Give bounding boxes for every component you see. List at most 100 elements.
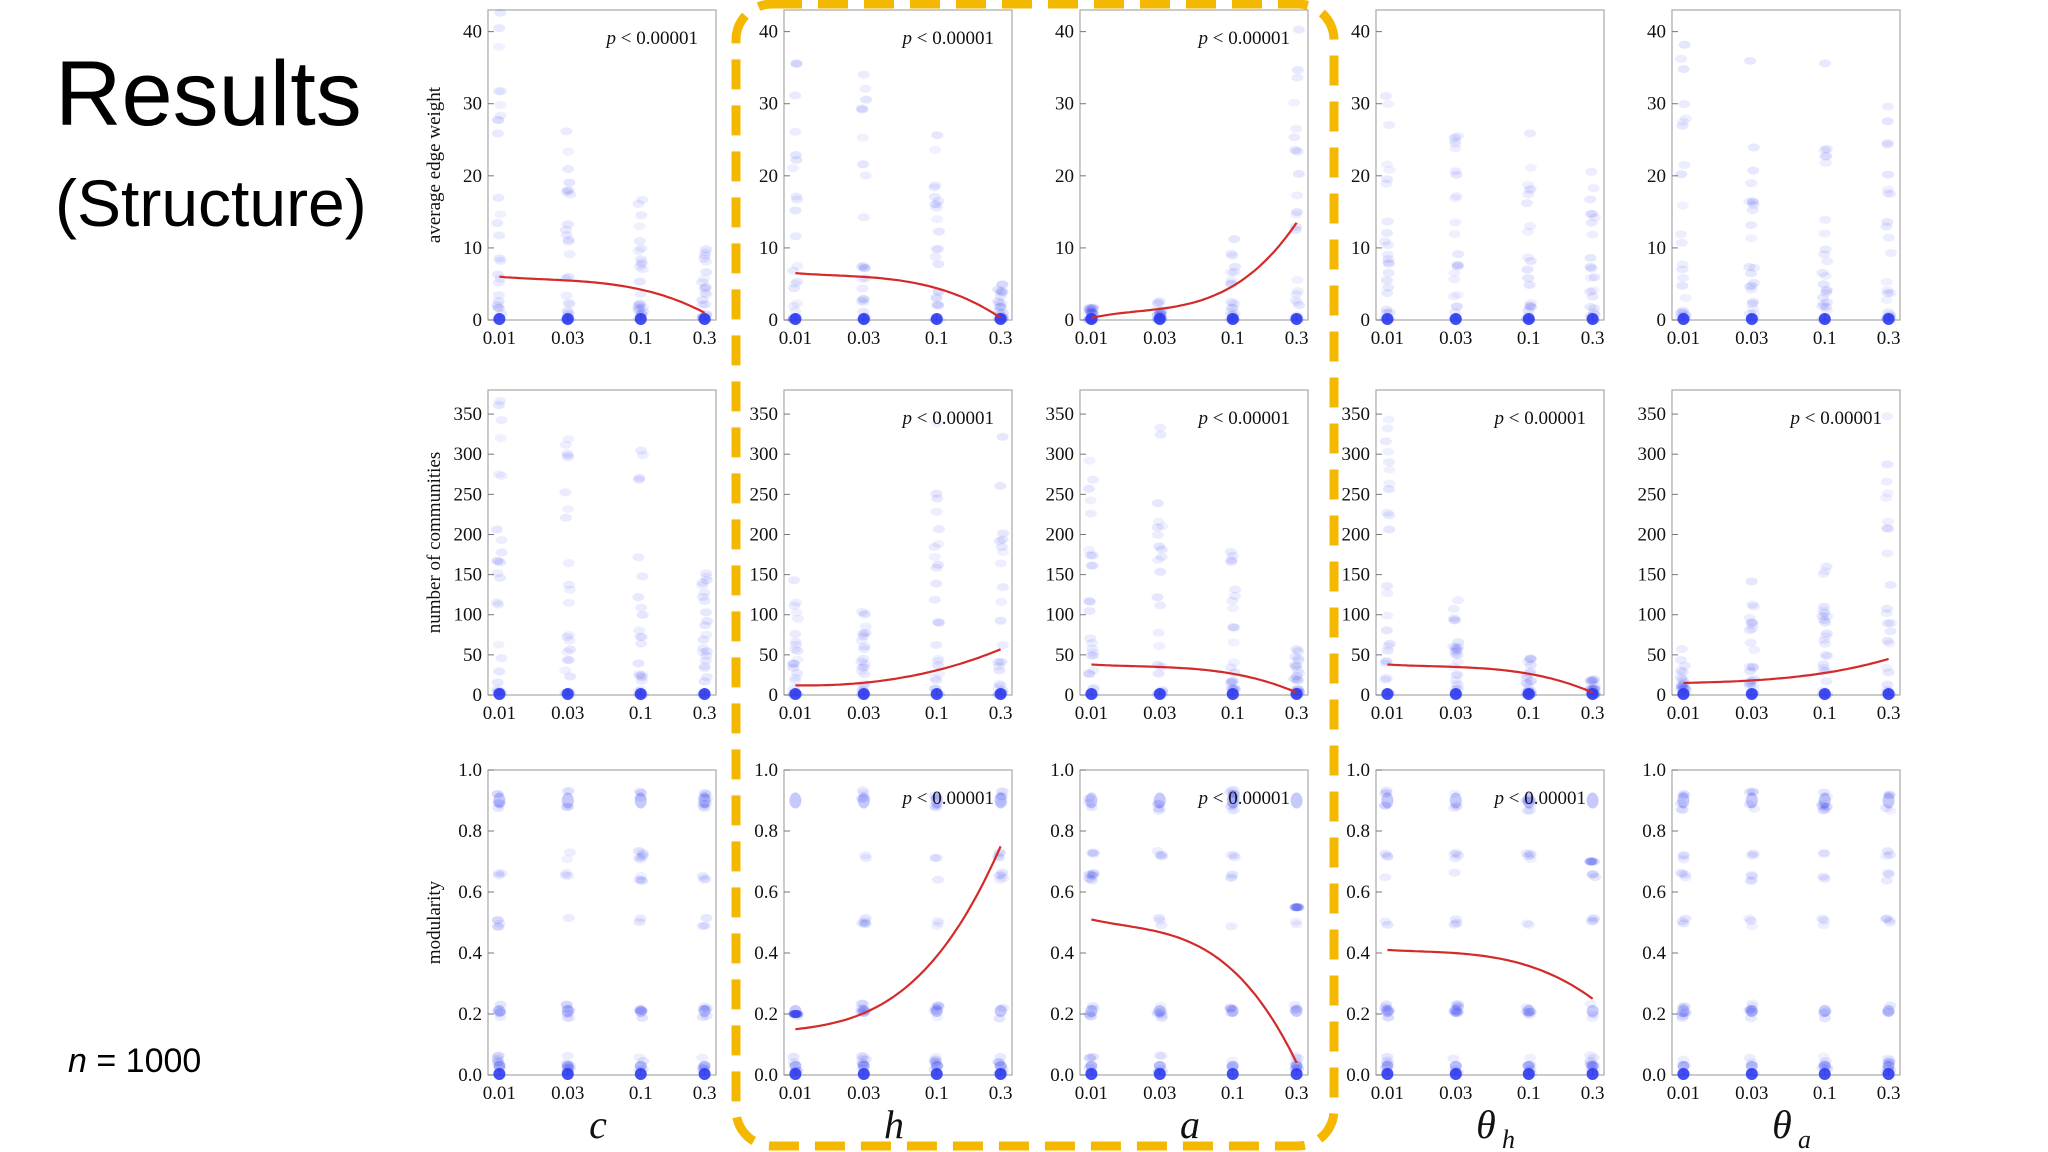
data-point xyxy=(995,288,1008,297)
fit-curve xyxy=(1091,663,1298,694)
data-point xyxy=(1450,170,1463,179)
data-point xyxy=(1085,561,1098,570)
panel-frame xyxy=(487,9,717,321)
data-point xyxy=(1227,604,1240,613)
data-point xyxy=(493,688,506,700)
data-point xyxy=(1676,265,1689,274)
data-point xyxy=(1087,868,1100,877)
y-tick-label: 150 xyxy=(1046,565,1075,586)
data-point xyxy=(494,1013,507,1022)
data-point xyxy=(789,1010,802,1018)
data-point xyxy=(1381,920,1394,929)
data-point xyxy=(857,1000,870,1009)
data-point xyxy=(1522,688,1535,700)
data-point xyxy=(1817,1009,1830,1018)
data-point xyxy=(1452,250,1465,259)
data-point xyxy=(1745,1058,1758,1067)
data-point xyxy=(1522,1004,1535,1017)
y-tick-label: 0.2 xyxy=(754,1004,778,1025)
data-point xyxy=(700,913,713,922)
data-point xyxy=(1152,806,1165,815)
panel-frame xyxy=(1375,769,1605,1076)
data-point xyxy=(561,1060,574,1071)
data-point xyxy=(1450,645,1463,654)
data-point xyxy=(491,303,504,312)
data-point xyxy=(856,919,869,928)
data-point xyxy=(1290,1004,1303,1017)
data-point xyxy=(1226,251,1239,260)
sample-size-value: = 1000 xyxy=(96,1042,202,1080)
data-point xyxy=(1587,916,1600,925)
data-point xyxy=(1818,313,1831,325)
data-point xyxy=(1382,485,1395,494)
data-point xyxy=(491,129,504,138)
data-point xyxy=(1674,666,1687,675)
y-tick-label: 350 xyxy=(1638,404,1667,425)
data-point xyxy=(1585,676,1598,685)
data-point xyxy=(855,657,868,666)
y-tick-label: 1.0 xyxy=(754,760,778,781)
data-point xyxy=(562,630,575,639)
data-point xyxy=(1291,903,1304,912)
data-point xyxy=(635,244,648,253)
data-point xyxy=(1383,259,1396,268)
data-point xyxy=(559,225,572,234)
data-point xyxy=(1227,790,1240,799)
data-point xyxy=(1882,313,1895,325)
data-point xyxy=(1523,796,1536,805)
data-point xyxy=(1449,915,1462,924)
data-point xyxy=(1520,679,1533,688)
data-point xyxy=(495,416,508,425)
data-point xyxy=(1881,517,1894,526)
data-point xyxy=(1225,785,1238,794)
fit-curve xyxy=(1683,657,1889,685)
data-point xyxy=(1229,585,1242,594)
y-tick-label: 30 xyxy=(1351,94,1370,115)
data-point xyxy=(1881,140,1894,149)
data-point xyxy=(1451,261,1464,270)
y-tick-label: 0.2 xyxy=(1346,1004,1370,1025)
data-point xyxy=(930,563,943,572)
data-point xyxy=(1817,806,1830,815)
x-tick-label: 0.3 xyxy=(1877,1083,1901,1104)
data-point xyxy=(1380,788,1393,797)
data-point xyxy=(1880,914,1893,923)
data-point xyxy=(1747,201,1760,210)
data-point xyxy=(1745,851,1758,860)
data-point xyxy=(856,663,869,672)
data-point xyxy=(560,803,573,812)
data-point xyxy=(1677,688,1690,700)
y-tick-label: 0 xyxy=(1065,310,1075,331)
data-point xyxy=(788,601,801,610)
data-point xyxy=(633,875,646,884)
data-point xyxy=(493,254,506,263)
data-point xyxy=(1447,292,1460,301)
data-point xyxy=(561,186,574,195)
data-point xyxy=(1524,1053,1537,1062)
y-tick-label: 250 xyxy=(750,484,779,505)
data-point xyxy=(790,59,803,68)
data-point xyxy=(932,260,945,269)
data-point xyxy=(492,640,505,649)
data-point xyxy=(491,916,504,925)
data-point xyxy=(993,1014,1006,1023)
data-point xyxy=(1819,215,1832,224)
data-point xyxy=(932,227,945,236)
data-point xyxy=(562,656,575,665)
data-point xyxy=(494,1008,507,1017)
data-point xyxy=(1225,249,1238,258)
data-point xyxy=(699,283,712,292)
data-point xyxy=(1151,523,1164,532)
data-point xyxy=(1883,870,1896,879)
y-tick-label: 0.0 xyxy=(1346,1065,1370,1086)
data-point xyxy=(563,585,576,594)
data-point xyxy=(930,200,943,209)
data-point xyxy=(1083,1054,1096,1063)
data-point xyxy=(1380,1057,1393,1066)
data-point xyxy=(788,576,801,585)
data-point xyxy=(1381,688,1394,700)
y-tick-label: 150 xyxy=(1638,565,1667,586)
data-point xyxy=(994,1068,1007,1080)
data-point xyxy=(857,298,870,307)
data-point xyxy=(1224,547,1237,556)
